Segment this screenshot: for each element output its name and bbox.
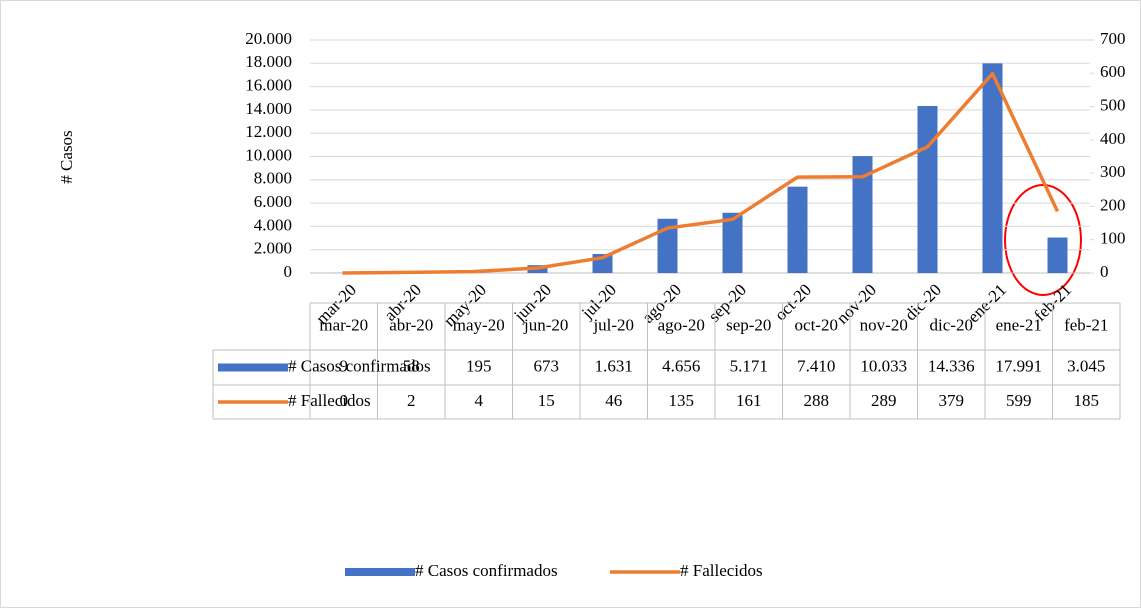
y-tick-label: 4.000: [254, 215, 292, 234]
y2-tick-label: 200: [1100, 195, 1126, 214]
table-cell: 17.991: [995, 356, 1042, 375]
y-tick-label: 12.000: [245, 122, 292, 141]
table-cell: 673: [534, 356, 560, 375]
legend-label: # Casos confirmados: [415, 561, 558, 580]
table-cell: 288: [804, 391, 830, 410]
legend-swatch: [345, 568, 415, 576]
table-cell: 161: [736, 391, 762, 410]
table-cell: 4: [475, 391, 484, 410]
y2-tick-label: 600: [1100, 62, 1126, 81]
table-cell: 4.656: [662, 356, 700, 375]
y-tick-label: 14.000: [245, 99, 292, 118]
y-tick-label: 2.000: [254, 239, 292, 258]
table-cell: 1.631: [595, 356, 633, 375]
line: [342, 71, 1060, 275]
y-tick-label: 18.000: [245, 52, 292, 71]
table-header: ene-21: [996, 315, 1042, 334]
table-row-header: # Fallecidos: [288, 391, 371, 410]
table-header: feb-21: [1064, 315, 1108, 334]
y2-tick-label: 700: [1100, 29, 1126, 48]
table-cell: 195: [466, 356, 492, 375]
highlight-circle: [1004, 184, 1082, 296]
bar: [787, 186, 808, 273]
table-cell: 135: [669, 391, 695, 410]
table-header: dic-20: [930, 315, 973, 334]
table-cell: 9: [340, 356, 349, 375]
table-header: nov-20: [860, 315, 908, 334]
y-tick-label: 10.000: [245, 145, 292, 164]
table-cell: 3.045: [1067, 356, 1105, 375]
table-cell: 379: [939, 391, 965, 410]
table-cell: 14.336: [928, 356, 975, 375]
table-header: mar-20: [319, 315, 368, 334]
table-header: abr-20: [389, 315, 433, 334]
y-tick-label: 16.000: [245, 76, 292, 95]
y2-tick-label: 500: [1100, 95, 1126, 114]
table-header: jul-20: [592, 315, 634, 334]
table-cell: 15: [538, 391, 555, 410]
legend-label: # Fallecidos: [680, 561, 763, 580]
table-cell: 289: [871, 391, 897, 410]
y-tick-label: 8.000: [254, 169, 292, 188]
y2-tick-label: 0: [1100, 262, 1109, 281]
y-tick-label: 20.000: [245, 29, 292, 48]
y-tick-label: 0: [284, 262, 293, 281]
table-row-header: # Casos confirmados: [288, 356, 431, 375]
table-header: sep-20: [726, 315, 771, 334]
table-header: may-20: [453, 315, 505, 334]
table-legend-swatch: [218, 363, 288, 372]
table-header: oct-20: [795, 315, 838, 334]
bar: [1047, 237, 1068, 273]
y2-tick-label: 100: [1100, 229, 1126, 248]
table-cell: 5.171: [730, 356, 768, 375]
bar: [852, 156, 873, 273]
bar: [982, 63, 1003, 274]
table-header: jun-20: [523, 315, 568, 334]
y2-tick-label: 400: [1100, 129, 1126, 148]
bar: [657, 218, 678, 273]
table-cell: 0: [340, 391, 349, 410]
table-cell: 58: [403, 356, 420, 375]
y2-tick-label: 300: [1100, 162, 1126, 181]
bar: [917, 105, 938, 274]
table-cell: 2: [407, 391, 416, 410]
table-cell: 185: [1074, 391, 1100, 410]
table-cell: 7.410: [797, 356, 835, 375]
table-cell: 10.033: [860, 356, 907, 375]
table-header: ago-20: [658, 315, 705, 334]
y-tick-label: 6.000: [254, 192, 292, 211]
y-axis-label: # Casos: [57, 130, 76, 183]
table-cell: 46: [605, 391, 622, 410]
table-cell: 599: [1006, 391, 1032, 410]
bar: [722, 212, 743, 273]
